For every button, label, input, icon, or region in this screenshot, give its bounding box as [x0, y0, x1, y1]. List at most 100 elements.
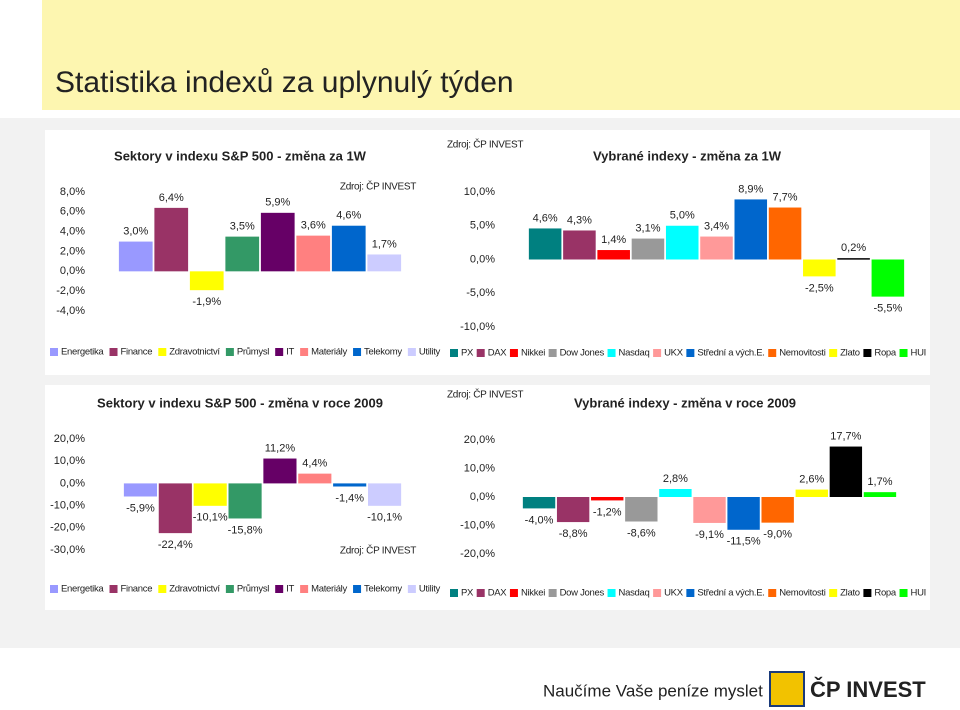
bar [158, 483, 192, 534]
value-label: -5,9% [126, 502, 155, 514]
y-tick-label: -10,0% [50, 500, 85, 512]
legend-label: Materiály [311, 347, 347, 358]
bar [563, 230, 596, 260]
legend-label: Nasdaq [619, 588, 650, 599]
legend-label: Telekomy [364, 347, 402, 358]
legend-swatch [829, 349, 838, 357]
legend-label: Nikkei [521, 588, 545, 599]
source-note: Zdroj: ČP INVEST [447, 388, 523, 401]
legend-swatch [863, 589, 872, 597]
legend-swatch [509, 589, 518, 597]
legend-swatch [50, 585, 58, 593]
y-tick-label: 0,0% [470, 491, 495, 503]
y-tick-label: -20,0% [460, 548, 495, 560]
bar [863, 492, 897, 497]
bar [298, 473, 332, 484]
bar [734, 199, 768, 260]
legend-swatch [899, 589, 908, 597]
legend-label: Nemovitosti [779, 588, 826, 599]
value-label: 3,6% [301, 220, 326, 232]
value-label: 2,6% [799, 473, 824, 485]
legend-swatch [899, 349, 908, 357]
value-label: -4,0% [525, 514, 554, 526]
bar [123, 483, 158, 497]
chart-title: Sektory v indexu S&P 500 - změna za 1W [114, 148, 367, 163]
legend-label: PX [461, 588, 474, 599]
legend-label: Zdravotnictví [169, 347, 220, 358]
y-tick-label: 0,0% [470, 253, 495, 265]
legend-swatch [686, 589, 695, 597]
value-label: 4,4% [302, 458, 327, 470]
y-tick-label: 10,0% [464, 186, 495, 198]
value-label: 8,9% [738, 183, 763, 195]
legend-label: Průmysl [237, 584, 269, 595]
legend-label: UKX [664, 348, 684, 359]
y-tick-label: -10,0% [460, 519, 495, 531]
slide-title: Statistika indexů za uplynulý týden [55, 66, 514, 99]
value-label: 4,6% [533, 212, 558, 224]
value-label: -2,5% [805, 282, 834, 294]
source-note: Zdroj: ČP INVEST [340, 180, 416, 193]
bar [597, 250, 630, 260]
bar [333, 483, 367, 487]
legend-swatch [548, 349, 557, 357]
bar [727, 497, 760, 530]
value-label: 2,8% [663, 473, 688, 485]
y-tick-label: 0,0% [60, 477, 85, 489]
bar [659, 489, 692, 497]
value-label: -11,5% [727, 536, 761, 548]
legend-swatch [109, 585, 118, 593]
value-label: 11,2% [265, 442, 296, 454]
value-label: 3,5% [230, 221, 255, 233]
bar [189, 271, 224, 291]
value-label: 3,1% [635, 222, 660, 234]
y-tick-label: 8,0% [60, 186, 85, 198]
legend-swatch [450, 349, 458, 357]
bar [556, 497, 590, 523]
legend-label: Ropa [874, 348, 897, 359]
y-tick-label: -5,0% [466, 287, 495, 299]
legend-swatch [158, 585, 167, 593]
value-label: 1,4% [601, 234, 626, 246]
y-tick-label: 20,0% [54, 433, 85, 445]
legend-swatch [863, 349, 872, 357]
legend-swatch [653, 349, 662, 357]
legend-label: Nemovitosti [779, 348, 826, 359]
bar [296, 235, 331, 272]
y-tick-label: -10,0% [460, 321, 495, 333]
legend-swatch [225, 348, 234, 356]
value-label: -1,9% [192, 296, 221, 308]
value-label: 1,7% [867, 476, 892, 488]
bar [331, 225, 366, 272]
legend-label: IT [286, 347, 294, 358]
source-note: Zdroj: ČP INVEST [447, 138, 523, 151]
value-label: -1,2% [593, 506, 622, 518]
legend-label: PX [461, 348, 474, 359]
legend-label: UKX [664, 588, 684, 599]
y-tick-label: 2,0% [60, 245, 85, 257]
legend-label: DAX [488, 588, 508, 599]
value-label: -5,5% [873, 303, 902, 315]
legend-label: Energetika [61, 347, 104, 358]
bar [795, 489, 828, 497]
bar [829, 446, 863, 497]
bar [631, 238, 665, 260]
legend-label: HUI [911, 348, 926, 359]
value-label: -1,4% [335, 492, 364, 504]
legend-swatch [768, 349, 777, 357]
bar [228, 483, 262, 519]
legend-label: Dow Jones [560, 588, 605, 599]
bar [768, 207, 802, 260]
legend-swatch [450, 589, 458, 597]
legend-swatch [407, 348, 416, 356]
bar [665, 225, 699, 260]
value-label: 6,4% [159, 192, 184, 204]
chart-title: Vybrané indexy - změna za 1W [593, 148, 782, 163]
logo-icon [769, 671, 805, 707]
legend-label: Utility [419, 584, 441, 595]
value-label: -10,1% [367, 512, 402, 524]
value-label: 3,4% [704, 220, 729, 232]
legend-label: Střední a vých.E. [697, 348, 764, 359]
bar [591, 497, 624, 501]
